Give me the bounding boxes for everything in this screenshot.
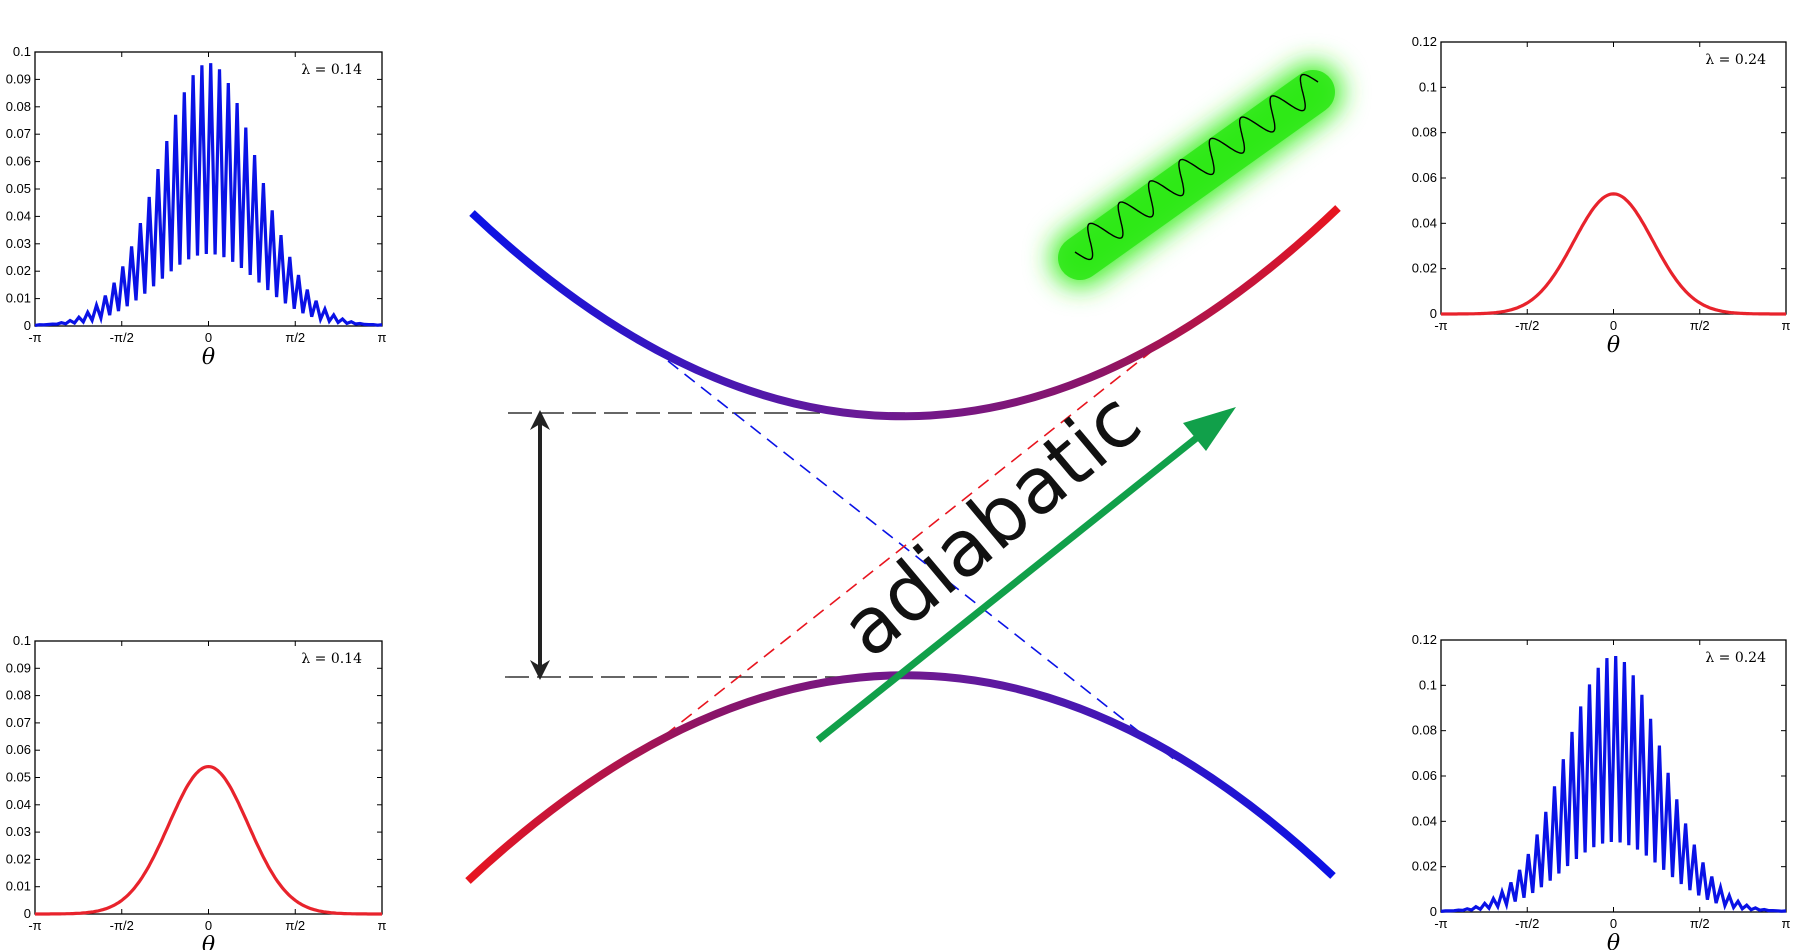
y-tick-label: 0.02 — [6, 263, 31, 278]
x-axis-label: θ — [202, 345, 215, 370]
y-tick-label: 0.06 — [6, 742, 31, 757]
y-tick-label: 0 — [1430, 904, 1437, 919]
y-tick-label: 0.07 — [6, 126, 31, 141]
y-tick-label: 0.02 — [6, 851, 31, 866]
y-tick-label: 0.08 — [6, 688, 31, 703]
y-tick-label: 0.04 — [6, 208, 31, 223]
x-tick-label: π — [1782, 916, 1791, 931]
oscillating-curve — [1440, 656, 1787, 913]
panel-frame — [1440, 41, 1787, 315]
gaussian-curve — [35, 764, 382, 916]
x-tick-label: π/2 — [285, 330, 305, 345]
y-tick-label: 0.1 — [1419, 677, 1437, 692]
x-tick-label: π/2 — [1690, 916, 1710, 931]
y-tick-label: 0.09 — [6, 71, 31, 86]
x-tick-label: -π/2 — [1515, 318, 1539, 333]
photon-glow — [1051, 63, 1342, 287]
y-tick-label: 0.08 — [6, 99, 31, 114]
photon-wave-icon — [1074, 73, 1319, 261]
x-axis-label: θ — [1607, 931, 1620, 950]
gaussian-curve — [1441, 192, 1786, 316]
diabatic-line-blue — [634, 334, 1176, 761]
x-tick-label: 0 — [1610, 318, 1617, 333]
adiabatic-label: adiabatic — [825, 375, 1158, 675]
x-axis-label: θ — [202, 933, 215, 950]
lambda-label: λ = 0.14 — [301, 651, 362, 667]
y-tick-label: 0.08 — [1412, 125, 1437, 140]
y-tick-label: 0.07 — [6, 715, 31, 730]
x-tick-label: π — [378, 918, 387, 933]
x-tick-label: -π/2 — [110, 330, 134, 345]
y-tick-label: 0.02 — [1412, 261, 1437, 276]
y-tick-label: 0.02 — [1412, 859, 1437, 874]
panel-frame — [34, 640, 383, 915]
y-tick-label: 0 — [24, 318, 31, 333]
panel-top-right: 0 0.02 0.04 0.06 0.08 0.1 0.12 -π -π/2 0 π/2 π θ λ = … — [1412, 34, 1791, 358]
y-tick-label: 0.08 — [1412, 723, 1437, 738]
y-tick-label: 0.1 — [1419, 79, 1437, 94]
upper-energy-curve — [469, 205, 1341, 421]
y-tick-label: 0.06 — [6, 154, 31, 169]
panel-bottom-left: 0 0.01 0.02 0.03 0.04 0.05 0.06 0.07 0.08 0.09 0.1… — [6, 633, 387, 950]
probability-panels: 0 0.01 0.02 0.03 0.04 0.05 0.06 0.07 0.08 0.09 0.1… — [6, 34, 1791, 950]
x-tick-label: π — [1782, 318, 1791, 333]
lambda-label: λ = 0.14 — [301, 62, 362, 78]
y-tick-label: 0.05 — [6, 770, 31, 785]
y-tick-label: 0.05 — [6, 181, 31, 196]
y-tick-label: 0.09 — [6, 660, 31, 675]
x-tick-label: -π — [1434, 916, 1447, 931]
y-tick-label: 0.12 — [1412, 34, 1437, 49]
panel-top-left: 0 0.01 0.02 0.03 0.04 0.05 0.06 0.07 0.08 0.09 0.1… — [6, 44, 387, 370]
x-tick-label: 0 — [205, 330, 212, 345]
x-axis-label: θ — [1607, 333, 1620, 358]
x-tick-label: π — [378, 330, 387, 345]
x-tick-label: π/2 — [285, 918, 305, 933]
x-tick-label: 0 — [205, 918, 212, 933]
y-tick-label: 0.1 — [13, 633, 31, 648]
y-tick-label: 0.06 — [1412, 768, 1437, 783]
y-tick-label: 0 — [1430, 306, 1437, 321]
y-tick-label: 0.03 — [6, 236, 31, 251]
y-tick-label: 0.1 — [13, 44, 31, 59]
oscillating-curve — [34, 63, 383, 327]
x-tick-label: π/2 — [1690, 318, 1710, 333]
y-tick-label: 0 — [24, 906, 31, 921]
y-tick-label: 0.04 — [1412, 215, 1437, 230]
y-tick-label: 0.01 — [6, 291, 31, 306]
adiabatic-arrow — [815, 407, 1236, 743]
x-tick-label: -π/2 — [110, 918, 134, 933]
y-tick-label: 0.03 — [6, 824, 31, 839]
lower-energy-curve — [465, 671, 1336, 884]
x-tick-label: 0 — [1610, 916, 1617, 931]
y-tick-label: 0.01 — [6, 879, 31, 894]
x-tick-label: -π — [1434, 318, 1447, 333]
y-tick-label: 0.06 — [1412, 170, 1437, 185]
panel-bottom-right: 0 0.02 0.04 0.06 0.08 0.1 0.12 -π -π/2 0 π/2 π θ λ = … — [1412, 632, 1791, 950]
y-tick-label: 0.04 — [6, 797, 31, 812]
x-tick-label: -π/2 — [1515, 916, 1539, 931]
x-tick-label: -π — [28, 330, 41, 345]
y-tick-label: 0.12 — [1412, 632, 1437, 647]
x-tick-label: -π — [28, 918, 41, 933]
lambda-label: λ = 0.24 — [1705, 650, 1766, 666]
y-tick-label: 0.04 — [1412, 813, 1437, 828]
lambda-label: λ = 0.24 — [1705, 52, 1766, 68]
diabatic-line-red — [664, 324, 1186, 736]
